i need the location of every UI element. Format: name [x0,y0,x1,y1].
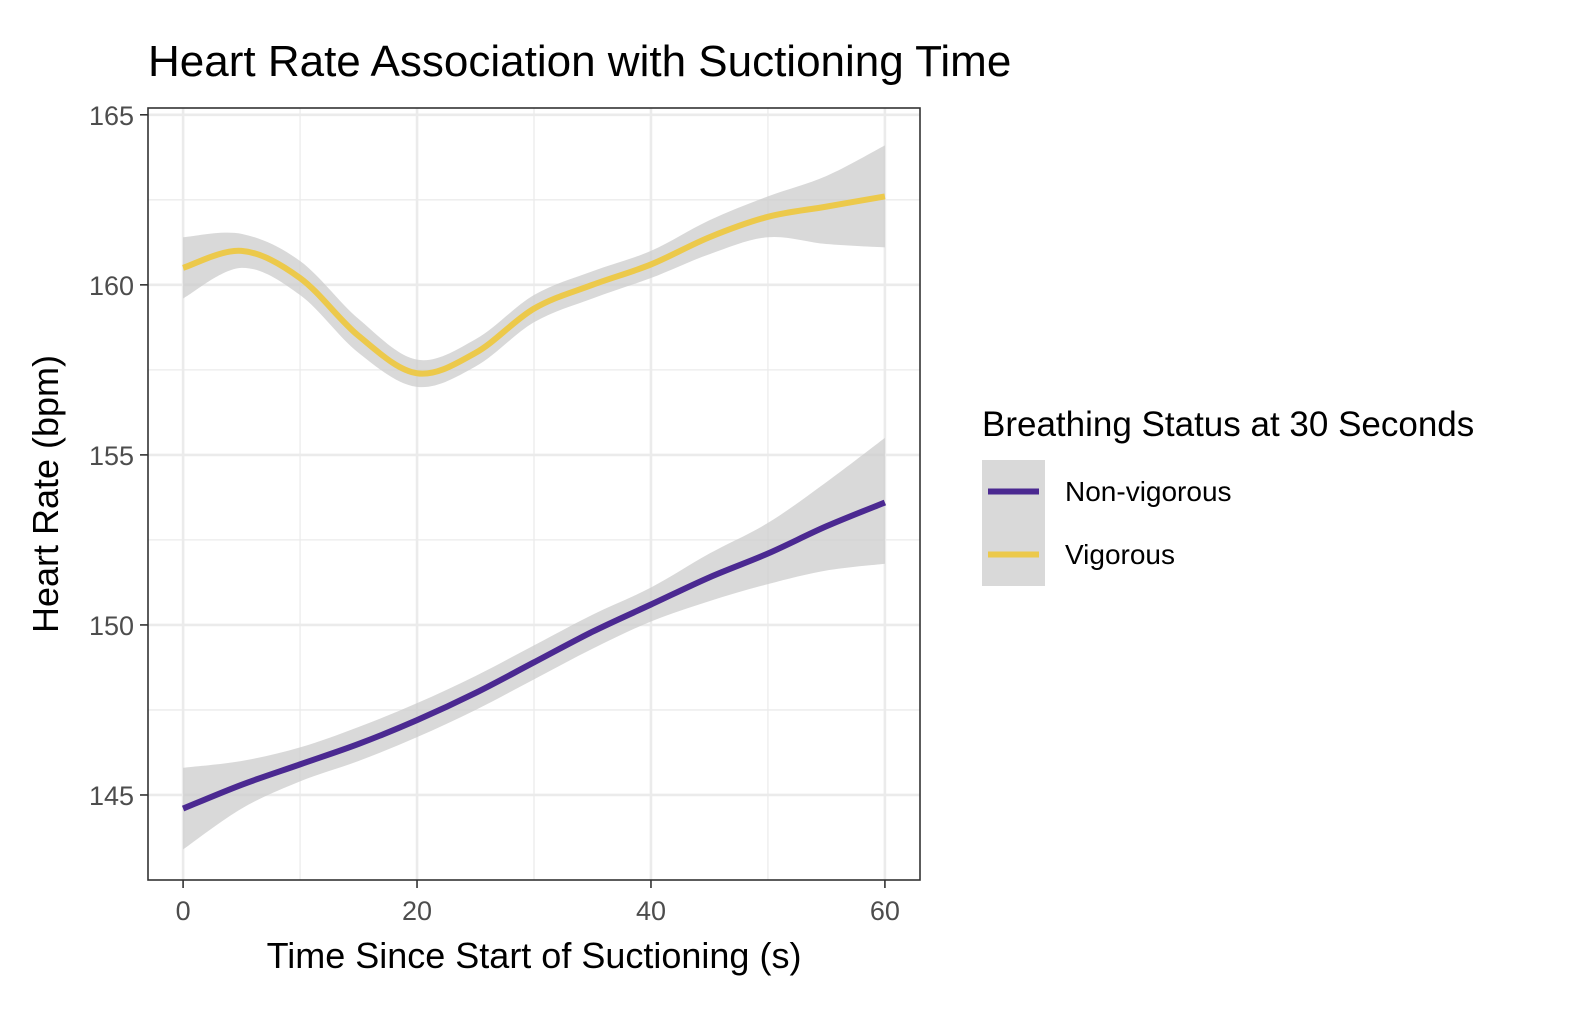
x-tick-label: 0 [176,896,191,926]
legend-label-non-vigorous: Non-vigorous [1065,476,1232,507]
ci-ribbon-vigorous [183,145,885,388]
series-line-non-vigorous [181,499,887,812]
legend: Breathing Status at 30 Seconds Non-vigoro… [982,405,1474,586]
legend-title: Breathing Status at 30 Seconds [982,405,1474,444]
x-tick-label: 60 [870,896,900,926]
x-tick-label: 40 [636,896,666,926]
y-tick-label: 165 [89,101,134,131]
y-tick-label: 160 [89,271,134,301]
y-tick-label: 150 [89,611,134,641]
chart-title: Heart Rate Association with Suctioning T… [148,37,1011,86]
series-line-vigorous [182,193,886,377]
y-tick-label: 155 [89,441,134,471]
x-tick-label: 20 [402,896,432,926]
y-tick-label: 145 [89,781,134,811]
x-axis-title: Time Since Start of Suctioning (s) [267,935,802,976]
y-axis-title: Heart Rate (bpm) [25,355,66,633]
panel-border [147,107,921,881]
legend-label-vigorous: Vigorous [1065,539,1175,570]
